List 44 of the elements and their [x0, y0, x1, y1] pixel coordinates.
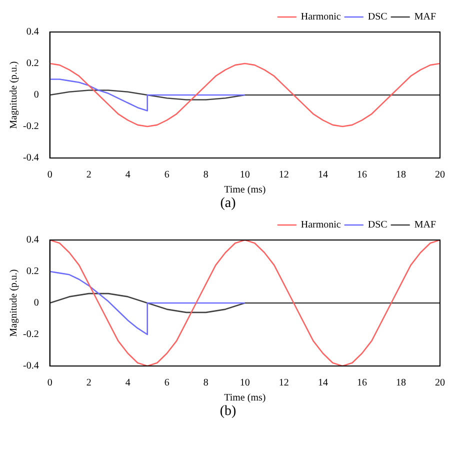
- x-tick-label: 2: [86, 378, 92, 389]
- x-tick-label: 14: [318, 170, 328, 181]
- x-tick-label: 0: [47, 378, 52, 389]
- x-tick-label: 16: [356, 170, 367, 181]
- x-tick-label: 12: [278, 378, 289, 389]
- legend-label: Harmonic: [300, 220, 342, 231]
- x-tick-label: 18: [396, 170, 406, 181]
- y-tick-label: 0: [34, 298, 39, 309]
- y-tick-label: -0.2: [22, 121, 39, 132]
- x-tick-label: 4: [125, 378, 130, 389]
- x-tick-label: 8: [203, 378, 208, 389]
- x-tick-label: 6: [164, 170, 170, 181]
- y-tick-label: 0.2: [26, 58, 39, 70]
- y-axis-title: Magnitude (p.u.): [8, 269, 20, 337]
- x-tick-label: 18: [396, 378, 406, 389]
- legend-label: Harmonic: [300, 12, 342, 23]
- x-tick-label: 20: [435, 170, 445, 181]
- y-tick-label: 0.4: [26, 26, 39, 38]
- x-tick-label: 6: [164, 378, 170, 389]
- x-tick-label: 4: [125, 170, 130, 181]
- y-tick-label: 0.4: [26, 234, 39, 246]
- y-tick-label: -0.4: [22, 152, 39, 164]
- y-tick-label: 0.2: [26, 266, 39, 278]
- x-tick-label: 14: [318, 378, 328, 389]
- text: (a): [219, 196, 237, 213]
- text: (b): [218, 404, 238, 421]
- x-axis-title: Time (ms): [224, 184, 266, 196]
- x-tick-label: 2: [86, 170, 92, 181]
- y-axis-title: Magnitude (p.u.): [8, 61, 20, 129]
- legend-label: MAF: [414, 220, 436, 231]
- legend-label: MAF: [414, 12, 436, 23]
- x-tick-label: 10: [240, 378, 250, 389]
- y-tick-label: -0.4: [22, 360, 39, 372]
- x-tick-label: 10: [240, 170, 250, 181]
- x-tick-label: 8: [203, 170, 208, 181]
- y-tick-label: 0: [34, 90, 39, 101]
- legend-label: DSC: [368, 12, 388, 23]
- x-tick-label: 12: [278, 170, 289, 181]
- y-tick-label: -0.2: [22, 329, 39, 340]
- x-tick-label: 16: [356, 378, 367, 389]
- x-tick-label: 0: [47, 170, 52, 181]
- legend-label: DSC: [368, 220, 388, 231]
- x-axis-title: Time (ms): [224, 392, 266, 404]
- x-tick-label: 20: [435, 378, 445, 389]
